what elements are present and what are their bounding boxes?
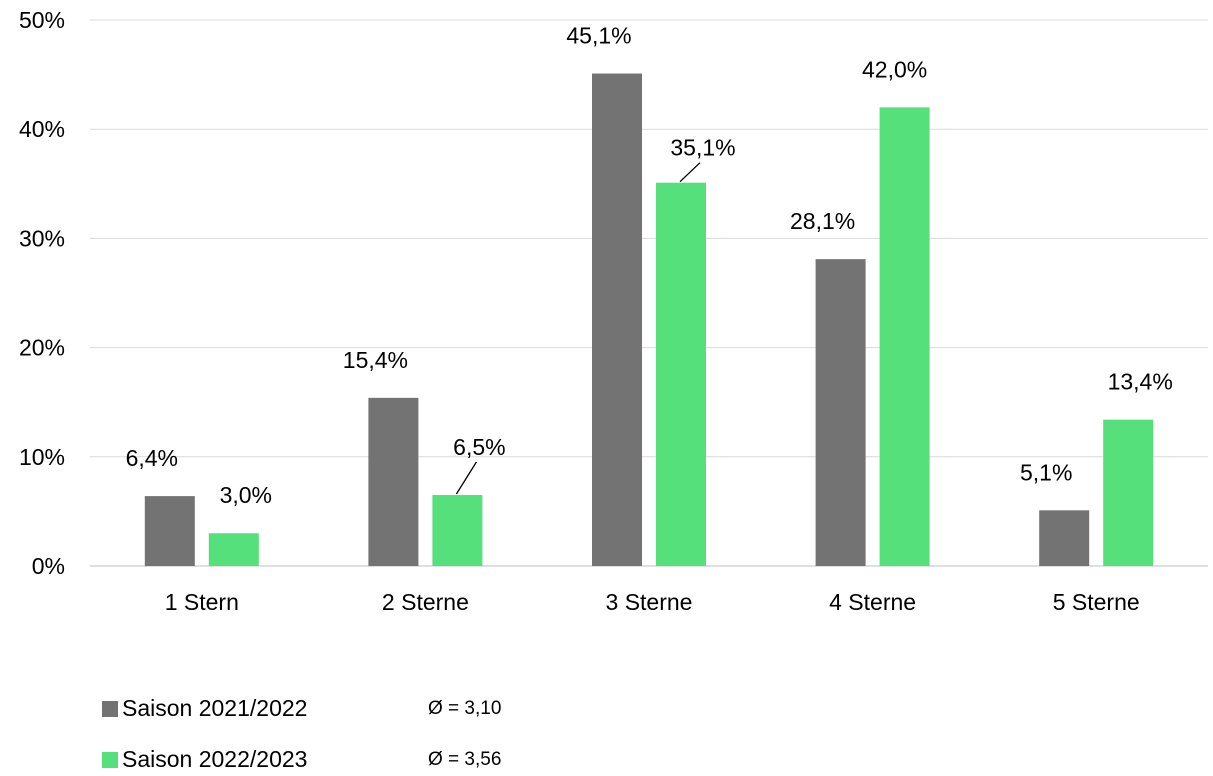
data-label: 15,4%	[343, 347, 408, 373]
x-tick-label: 2 Sterne	[382, 589, 469, 615]
bar-series-1	[1039, 510, 1090, 566]
average-rating: Ø = 3,10	[428, 697, 502, 719]
bars	[144, 73, 1154, 567]
y-tick-label: 50%	[19, 7, 65, 33]
data-label: 45,1%	[566, 23, 631, 49]
bar-series-1	[144, 496, 195, 566]
bar-series-2	[208, 533, 259, 566]
data-label: 6,5%	[453, 434, 505, 460]
y-axis: 0% 10% 20% 30% 40% 50%	[19, 7, 65, 579]
data-label: 3,0%	[220, 482, 272, 508]
legend-item-series-1: Saison 2021/2022 Ø = 3,10	[102, 695, 501, 722]
bar-series-2	[879, 107, 930, 567]
x-tick-label: 4 Sterne	[829, 589, 916, 615]
legend-label: Saison 2022/2023	[122, 746, 308, 772]
bar-series-2	[656, 182, 706, 566]
leader-lines	[455, 162, 701, 495]
leader-line	[455, 461, 477, 495]
bar-series-2	[432, 495, 483, 566]
bar-chart: 0% 10% 20% 30% 40% 50% 6,4% 3,0% 15,4% 6,5% 45,1%…	[19, 7, 1208, 615]
data-label: 28,1%	[790, 208, 855, 234]
gridlines	[90, 19, 1208, 567]
data-label: 13,4%	[1108, 369, 1173, 395]
y-tick-label: 20%	[19, 335, 65, 361]
legend-label: Saison 2021/2022	[122, 695, 308, 721]
x-tick-label: 5 Sterne	[1053, 589, 1140, 615]
y-tick-label: 10%	[19, 444, 65, 470]
y-tick-label: 40%	[19, 116, 65, 142]
bar-series-2	[1103, 419, 1154, 566]
x-axis: 1 Stern 2 Sterne 3 Sterne 4 Sterne 5 Sterne	[165, 589, 1140, 615]
x-tick-label: 3 Sterne	[606, 589, 693, 615]
data-label: 6,4%	[126, 445, 178, 471]
data-label: 5,1%	[1020, 459, 1072, 485]
average-rating: Ø = 3,56	[428, 748, 502, 770]
bar-series-1	[368, 397, 419, 566]
legend-item-series-2: Saison 2022/2023 Ø = 3,56	[102, 746, 501, 773]
bar-series-1	[592, 73, 642, 567]
data-labels: 6,4% 3,0% 15,4% 6,5% 45,1% 35,1% 28,1% 42,0% 5,1…	[126, 23, 1173, 509]
y-tick-label: 0%	[32, 553, 65, 579]
bar-series-1	[815, 259, 866, 566]
legend-swatch	[102, 700, 118, 717]
y-tick-label: 30%	[19, 225, 65, 251]
legend-swatch	[102, 751, 118, 768]
data-label: 35,1%	[670, 135, 735, 161]
leader-line	[679, 162, 701, 183]
data-label: 42,0%	[862, 56, 927, 82]
x-tick-label: 1 Stern	[165, 589, 239, 615]
